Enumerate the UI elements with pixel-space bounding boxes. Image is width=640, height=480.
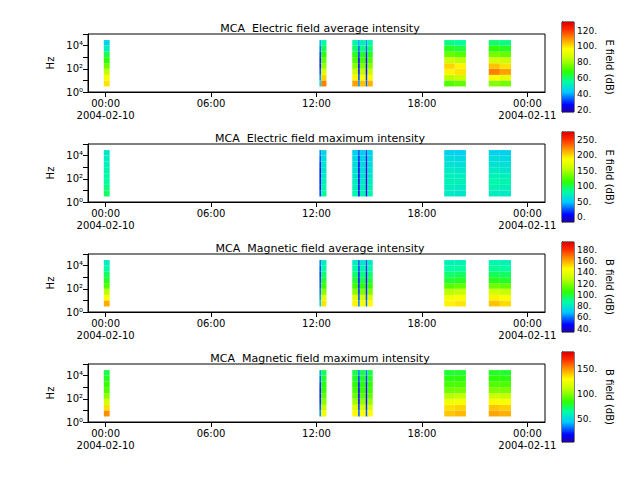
svg-text:00:00: 00:00 — [513, 98, 542, 109]
svg-text:40.: 40. — [577, 324, 591, 334]
svg-text:160.: 160. — [577, 256, 597, 266]
svg-text:2004-02-10: 2004-02-10 — [77, 330, 135, 341]
svg-text:2004-02-10: 2004-02-10 — [77, 220, 135, 231]
svg-text:200.: 200. — [577, 150, 597, 160]
svg-text:10⁴: 10⁴ — [66, 260, 83, 271]
svg-text:150.: 150. — [577, 166, 597, 176]
svg-text:00:00: 00:00 — [91, 98, 120, 109]
svg-text:12:00: 12:00 — [302, 98, 331, 109]
svg-text:00:00: 00:00 — [513, 318, 542, 329]
svg-text:100.: 100. — [577, 290, 597, 300]
svg-text:E field (dB): E field (dB) — [604, 149, 615, 204]
svg-text:50.: 50. — [577, 197, 591, 207]
svg-text:MCA Magnetic field maximum in: MCA Magnetic field maximum intensity — [210, 352, 430, 365]
svg-text:10⁰: 10⁰ — [66, 417, 83, 428]
svg-text:100.: 100. — [577, 389, 597, 399]
svg-text:20.: 20. — [577, 105, 591, 115]
svg-text:00:00: 00:00 — [513, 208, 542, 219]
svg-text:80.: 80. — [577, 57, 591, 67]
svg-text:120.: 120. — [577, 279, 597, 289]
svg-text:00:00: 00:00 — [91, 208, 120, 219]
svg-text:Hz: Hz — [45, 387, 56, 400]
svg-text:2004-02-11: 2004-02-11 — [498, 330, 556, 341]
svg-text:18:00: 18:00 — [408, 208, 437, 219]
svg-text:10⁴: 10⁴ — [66, 150, 83, 161]
svg-text:MCA Electric field average in: MCA Electric field average intensity — [220, 22, 420, 35]
svg-text:60.: 60. — [577, 73, 591, 83]
svg-text:06:00: 06:00 — [197, 318, 226, 329]
svg-text:2004-02-10: 2004-02-10 — [77, 440, 135, 451]
svg-text:10²: 10² — [66, 173, 83, 184]
svg-text:06:00: 06:00 — [197, 428, 226, 439]
svg-text:00:00: 00:00 — [91, 428, 120, 439]
svg-text:10⁴: 10⁴ — [66, 370, 83, 381]
svg-text:Hz: Hz — [45, 167, 56, 180]
svg-text:18:00: 18:00 — [408, 428, 437, 439]
svg-text:B field (dB): B field (dB) — [604, 369, 615, 425]
svg-text:12:00: 12:00 — [302, 208, 331, 219]
svg-text:40.: 40. — [577, 89, 591, 99]
svg-text:10⁴: 10⁴ — [66, 40, 83, 51]
svg-text:10⁰: 10⁰ — [66, 307, 83, 318]
svg-text:18:00: 18:00 — [408, 98, 437, 109]
svg-text:10⁰: 10⁰ — [66, 87, 83, 98]
svg-text:00:00: 00:00 — [513, 428, 542, 439]
svg-text:0.: 0. — [577, 212, 586, 222]
svg-text:250.: 250. — [577, 135, 597, 145]
svg-text:12:00: 12:00 — [302, 318, 331, 329]
svg-text:00:00: 00:00 — [91, 318, 120, 329]
svg-text:120.: 120. — [577, 26, 597, 36]
svg-text:80.: 80. — [577, 301, 591, 311]
svg-text:18:00: 18:00 — [408, 318, 437, 329]
svg-text:140.: 140. — [577, 267, 597, 277]
svg-text:2004-02-11: 2004-02-11 — [498, 220, 556, 231]
svg-text:E field (dB): E field (dB) — [604, 39, 615, 94]
svg-text:100.: 100. — [577, 181, 597, 191]
svg-text:B field (dB): B field (dB) — [604, 259, 615, 315]
svg-text:Hz: Hz — [45, 277, 56, 290]
svg-text:2004-02-11: 2004-02-11 — [498, 440, 556, 451]
svg-text:10²: 10² — [66, 283, 83, 294]
svg-text:2004-02-10: 2004-02-10 — [77, 110, 135, 121]
svg-text:10²: 10² — [66, 63, 83, 74]
svg-text:100.: 100. — [577, 41, 597, 51]
svg-text:150.: 150. — [577, 364, 597, 374]
svg-text:Hz: Hz — [45, 57, 56, 70]
svg-text:50.: 50. — [577, 414, 591, 424]
svg-text:10²: 10² — [66, 393, 83, 404]
svg-text:60.: 60. — [577, 312, 591, 322]
svg-text:MCA Magnetic field average in: MCA Magnetic field average intensity — [215, 242, 424, 255]
svg-text:06:00: 06:00 — [197, 208, 226, 219]
svg-text:2004-02-11: 2004-02-11 — [498, 110, 556, 121]
svg-text:MCA Electric field maximum in: MCA Electric field maximum intensity — [215, 132, 425, 145]
svg-text:180.: 180. — [577, 245, 597, 255]
svg-text:06:00: 06:00 — [197, 98, 226, 109]
svg-text:10⁰: 10⁰ — [66, 197, 83, 208]
svg-text:12:00: 12:00 — [302, 428, 331, 439]
